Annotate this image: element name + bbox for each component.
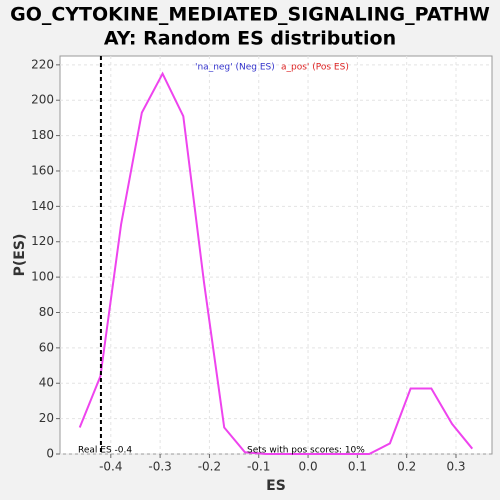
x-tick-label: -0.2	[198, 460, 221, 474]
x-tick-label: 0.2	[397, 460, 416, 474]
y-tick-label: 120	[31, 234, 54, 248]
y-tick-label: 200	[31, 93, 54, 107]
y-tick-label: 180	[31, 128, 54, 142]
legend-entry: 'na_neg' (Neg ES)	[195, 63, 275, 73]
real-es-label: Real ES -0.4	[78, 446, 132, 456]
x-tick-label: 0.3	[446, 460, 465, 474]
y-tick-label: 0	[46, 447, 54, 461]
chart-title: GO_CYTOKINE_MEDIATED_SIGNALING_PATHW	[10, 4, 490, 26]
chart-title: AY: Random ES distribution	[104, 28, 396, 50]
x-tick-label: 0.0	[299, 460, 318, 474]
line-series	[78, 71, 474, 455]
y-axis-label: P(ES)	[12, 234, 28, 277]
y-tick-label: 140	[31, 199, 54, 213]
y-tick-label: 20	[39, 411, 54, 425]
y-tick-label: 100	[31, 270, 54, 284]
y-tick-label: 60	[39, 340, 54, 354]
y-tick-label: 80	[39, 305, 54, 319]
annotation: Sets with pos scores: 10%	[247, 446, 365, 456]
y-tick-label: 160	[31, 163, 54, 177]
y-tick-label: 220	[31, 57, 54, 71]
plot-area	[59, 55, 493, 455]
x-tick-label: -0.4	[99, 460, 122, 474]
x-axis-label: ES	[266, 478, 286, 494]
x-tick-label: 0.1	[348, 460, 367, 474]
legend-entry: a_pos' (Pos ES)	[281, 63, 349, 73]
x-tick-label: -0.3	[148, 460, 171, 474]
x-tick-label: -0.1	[247, 460, 270, 474]
y-tick-label: 40	[39, 376, 54, 390]
